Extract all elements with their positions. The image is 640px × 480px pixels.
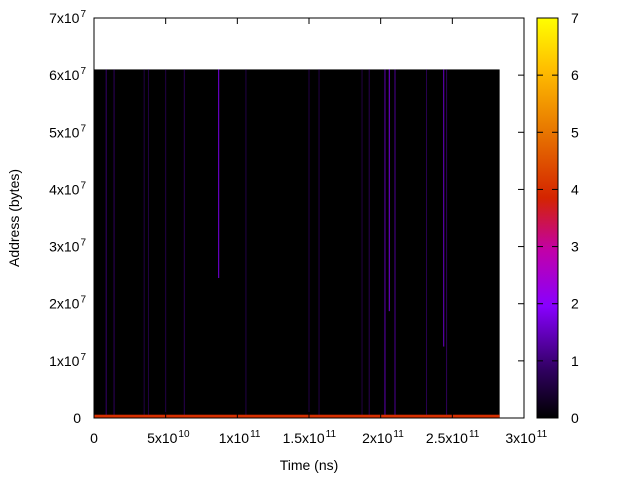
y-tick-label: 3x107: [49, 238, 86, 255]
x-tick-label: 5x1010: [147, 429, 190, 446]
y-axis: 0 1x107 2x107 3x107 4x107 5x107 6x107 7x107: [49, 9, 524, 426]
colorbar-axis: 0 1 2 3 4 5 6 7: [537, 10, 579, 426]
x-tick-label: 2.5x1011: [426, 429, 480, 446]
y-tick-label: 4x107: [49, 180, 86, 197]
heatmap-hot-band: [94, 414, 500, 418]
y-tick-label: 6x107: [49, 66, 86, 83]
y-axis-title: Address (bytes): [6, 169, 22, 267]
colorbar-tick-label: 7: [571, 10, 579, 26]
x-tick-label: 1.5x1011: [283, 429, 337, 446]
y-tick-label: 0: [73, 410, 81, 426]
x-tick-label: 2x1011: [362, 429, 404, 446]
heatmap-background: [94, 69, 500, 418]
heatmap-streak: [384, 69, 386, 416]
y-tick-label: 2x107: [49, 295, 86, 312]
heatmap-streak: [394, 69, 396, 416]
heatmap-layer: [94, 69, 500, 418]
heatmap-streak: [218, 69, 220, 278]
colorbar-tick-label: 5: [571, 124, 579, 140]
heatmap-streak: [105, 69, 107, 416]
y-tick-label: 1x107: [49, 352, 86, 369]
colorbar-tick-label: 1: [571, 353, 579, 369]
colorbar: [536, 17, 559, 419]
x-tick-label: 0: [90, 430, 98, 446]
heatmap-streak: [147, 69, 149, 416]
heatmap-streak: [308, 69, 310, 416]
heatmap-streak: [165, 69, 167, 416]
y-tick-label: 7x107: [49, 9, 86, 26]
x-tick-label: 3x1011: [505, 429, 547, 446]
heatmap-streak: [443, 69, 445, 347]
heatmap-streak: [245, 69, 247, 416]
heatmap-streak: [183, 69, 185, 416]
colorbar-tick-label: 0: [571, 410, 579, 426]
heatmap-streak: [426, 69, 428, 416]
colorbar-tick-label: 2: [571, 296, 579, 312]
x-tick-label: 1x1011: [219, 429, 261, 446]
heatmap-streak: [318, 69, 320, 416]
x-axis-title: Time (ns): [280, 457, 339, 473]
x-axis: 0 5x1010 1x1011 1.5x1011 2x1011 2.5x1011 3x101…: [90, 18, 548, 446]
heatmap-streak: [113, 69, 115, 416]
colorbar-tick-label: 4: [571, 181, 579, 197]
heatmap-streak: [143, 69, 145, 416]
y-tick-label: 5x107: [49, 123, 86, 140]
heatmap-streak: [368, 69, 370, 416]
colorbar-tick-label: 3: [571, 239, 579, 255]
heatmap-streak: [388, 69, 390, 312]
colorbar-tick-label: 6: [571, 67, 579, 83]
heatmap-streak: [361, 69, 363, 416]
heatmap-streak: [446, 69, 448, 416]
